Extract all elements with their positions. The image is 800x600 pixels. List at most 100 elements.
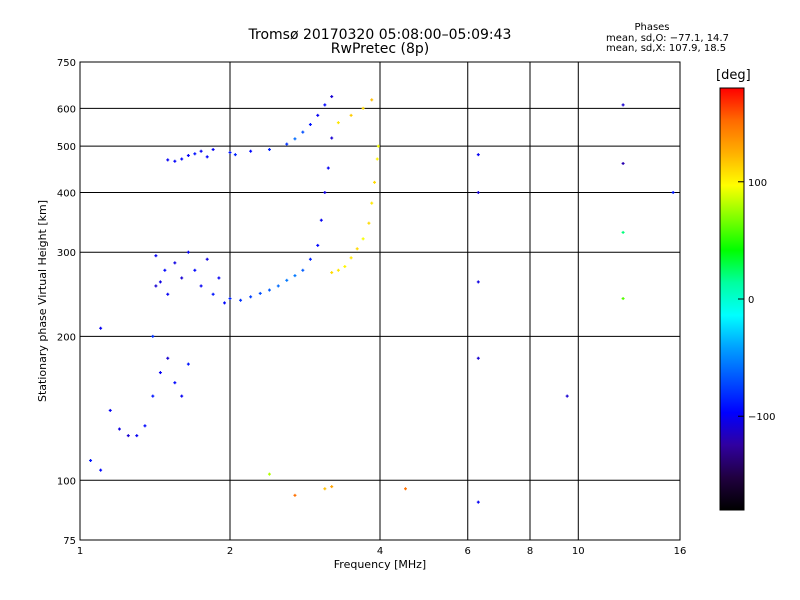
x-tick-label: 8 (527, 546, 533, 557)
data-point (173, 381, 177, 385)
data-point (349, 256, 353, 260)
data-point (343, 265, 347, 269)
data-point (151, 334, 155, 338)
colorbar-tick-label: 0 (748, 295, 754, 306)
grid-lines (79, 61, 681, 541)
data-point (336, 121, 340, 125)
data-point (228, 150, 232, 154)
data-point (301, 130, 305, 134)
data-point (180, 276, 184, 280)
y-axis-label: Stationary phase Virtual Height [km] (36, 200, 49, 402)
data-point (330, 95, 334, 99)
data-point (476, 500, 480, 504)
data-point (166, 158, 170, 162)
x-tick-label: 2 (227, 546, 233, 557)
data-point (367, 221, 371, 225)
y-tick-label: 75 (63, 536, 76, 547)
y-axis-ticks: 75 100 200 300 400 500 600 750 (57, 58, 76, 547)
data-point (476, 190, 480, 194)
data-point (308, 123, 312, 127)
data-point (173, 261, 177, 265)
data-point (151, 394, 155, 398)
y-tick-label: 600 (57, 104, 76, 115)
data-point (211, 292, 215, 296)
data-point (476, 153, 480, 157)
data-point (476, 280, 480, 284)
data-point (355, 247, 359, 251)
data-point (233, 153, 237, 157)
colorbar-ticks: 100 0 −100 (738, 178, 775, 423)
data-point (285, 278, 289, 282)
data-point (117, 427, 121, 431)
data-point (361, 106, 365, 110)
data-point (163, 268, 167, 272)
chart-subtitle: RwPretec (8p) (330, 41, 430, 57)
data-point (621, 297, 625, 301)
data-point (375, 157, 379, 161)
colorbar-tick-label: 100 (748, 178, 767, 189)
colorbar-title: [deg] (716, 68, 751, 83)
x-axis-ticks: 1 2 4 6 8 10 16 (77, 546, 687, 557)
data-points (89, 95, 675, 504)
chart-title: Tromsø 20170320 05:08:00–05:09:43 (248, 27, 512, 43)
data-point (205, 257, 209, 261)
colorbar-tick-label: −100 (748, 412, 775, 423)
data-point (193, 268, 197, 272)
data-point (267, 148, 271, 152)
data-point (349, 113, 353, 117)
data-point (154, 284, 158, 288)
data-point (565, 394, 569, 398)
data-point (199, 149, 203, 153)
data-point (249, 149, 253, 153)
data-point (199, 284, 203, 288)
data-point (330, 485, 334, 489)
data-point (621, 103, 625, 107)
data-point (186, 250, 190, 254)
data-point (671, 190, 675, 194)
data-point (173, 159, 177, 163)
data-point (293, 274, 297, 278)
data-point (158, 280, 162, 284)
data-point (308, 257, 312, 261)
data-point (293, 493, 297, 497)
data-point (293, 137, 297, 141)
x-tick-label: 10 (572, 546, 585, 557)
data-point (158, 371, 162, 375)
x-tick-label: 1 (77, 546, 83, 557)
data-point (316, 113, 320, 117)
data-point (376, 144, 380, 148)
data-point (180, 394, 184, 398)
y-tick-label: 200 (57, 332, 76, 343)
data-point (330, 136, 334, 140)
x-tick-label: 16 (674, 546, 687, 557)
data-point (166, 356, 170, 360)
y-tick-label: 300 (57, 248, 76, 259)
x-axis-label: Frequency [MHz] (334, 558, 426, 571)
stat-x-mode: mean, sd,X: 107.9, 18.5 (606, 43, 727, 54)
plot-frame (79, 61, 681, 541)
data-point (323, 190, 327, 194)
data-point (186, 154, 190, 158)
data-point (108, 408, 112, 412)
data-point (135, 434, 139, 438)
data-point (205, 155, 209, 159)
data-point (336, 268, 340, 272)
data-point (621, 161, 625, 165)
data-point (99, 326, 103, 330)
data-point (330, 271, 334, 275)
data-point (180, 157, 184, 161)
data-point (258, 291, 262, 295)
stat-o-mode: mean, sd,O: −77.1, 14.7 (606, 33, 729, 44)
data-point (323, 487, 327, 491)
data-point (267, 288, 271, 292)
data-point (217, 276, 221, 280)
y-tick-label: 500 (57, 142, 76, 153)
data-point (276, 284, 280, 288)
data-point (211, 148, 215, 152)
data-point (249, 295, 253, 299)
x-tick-label: 6 (465, 546, 471, 557)
y-tick-label: 750 (57, 58, 76, 69)
data-point (373, 180, 377, 184)
phases-label: Phases (634, 22, 670, 33)
data-point (361, 237, 365, 241)
